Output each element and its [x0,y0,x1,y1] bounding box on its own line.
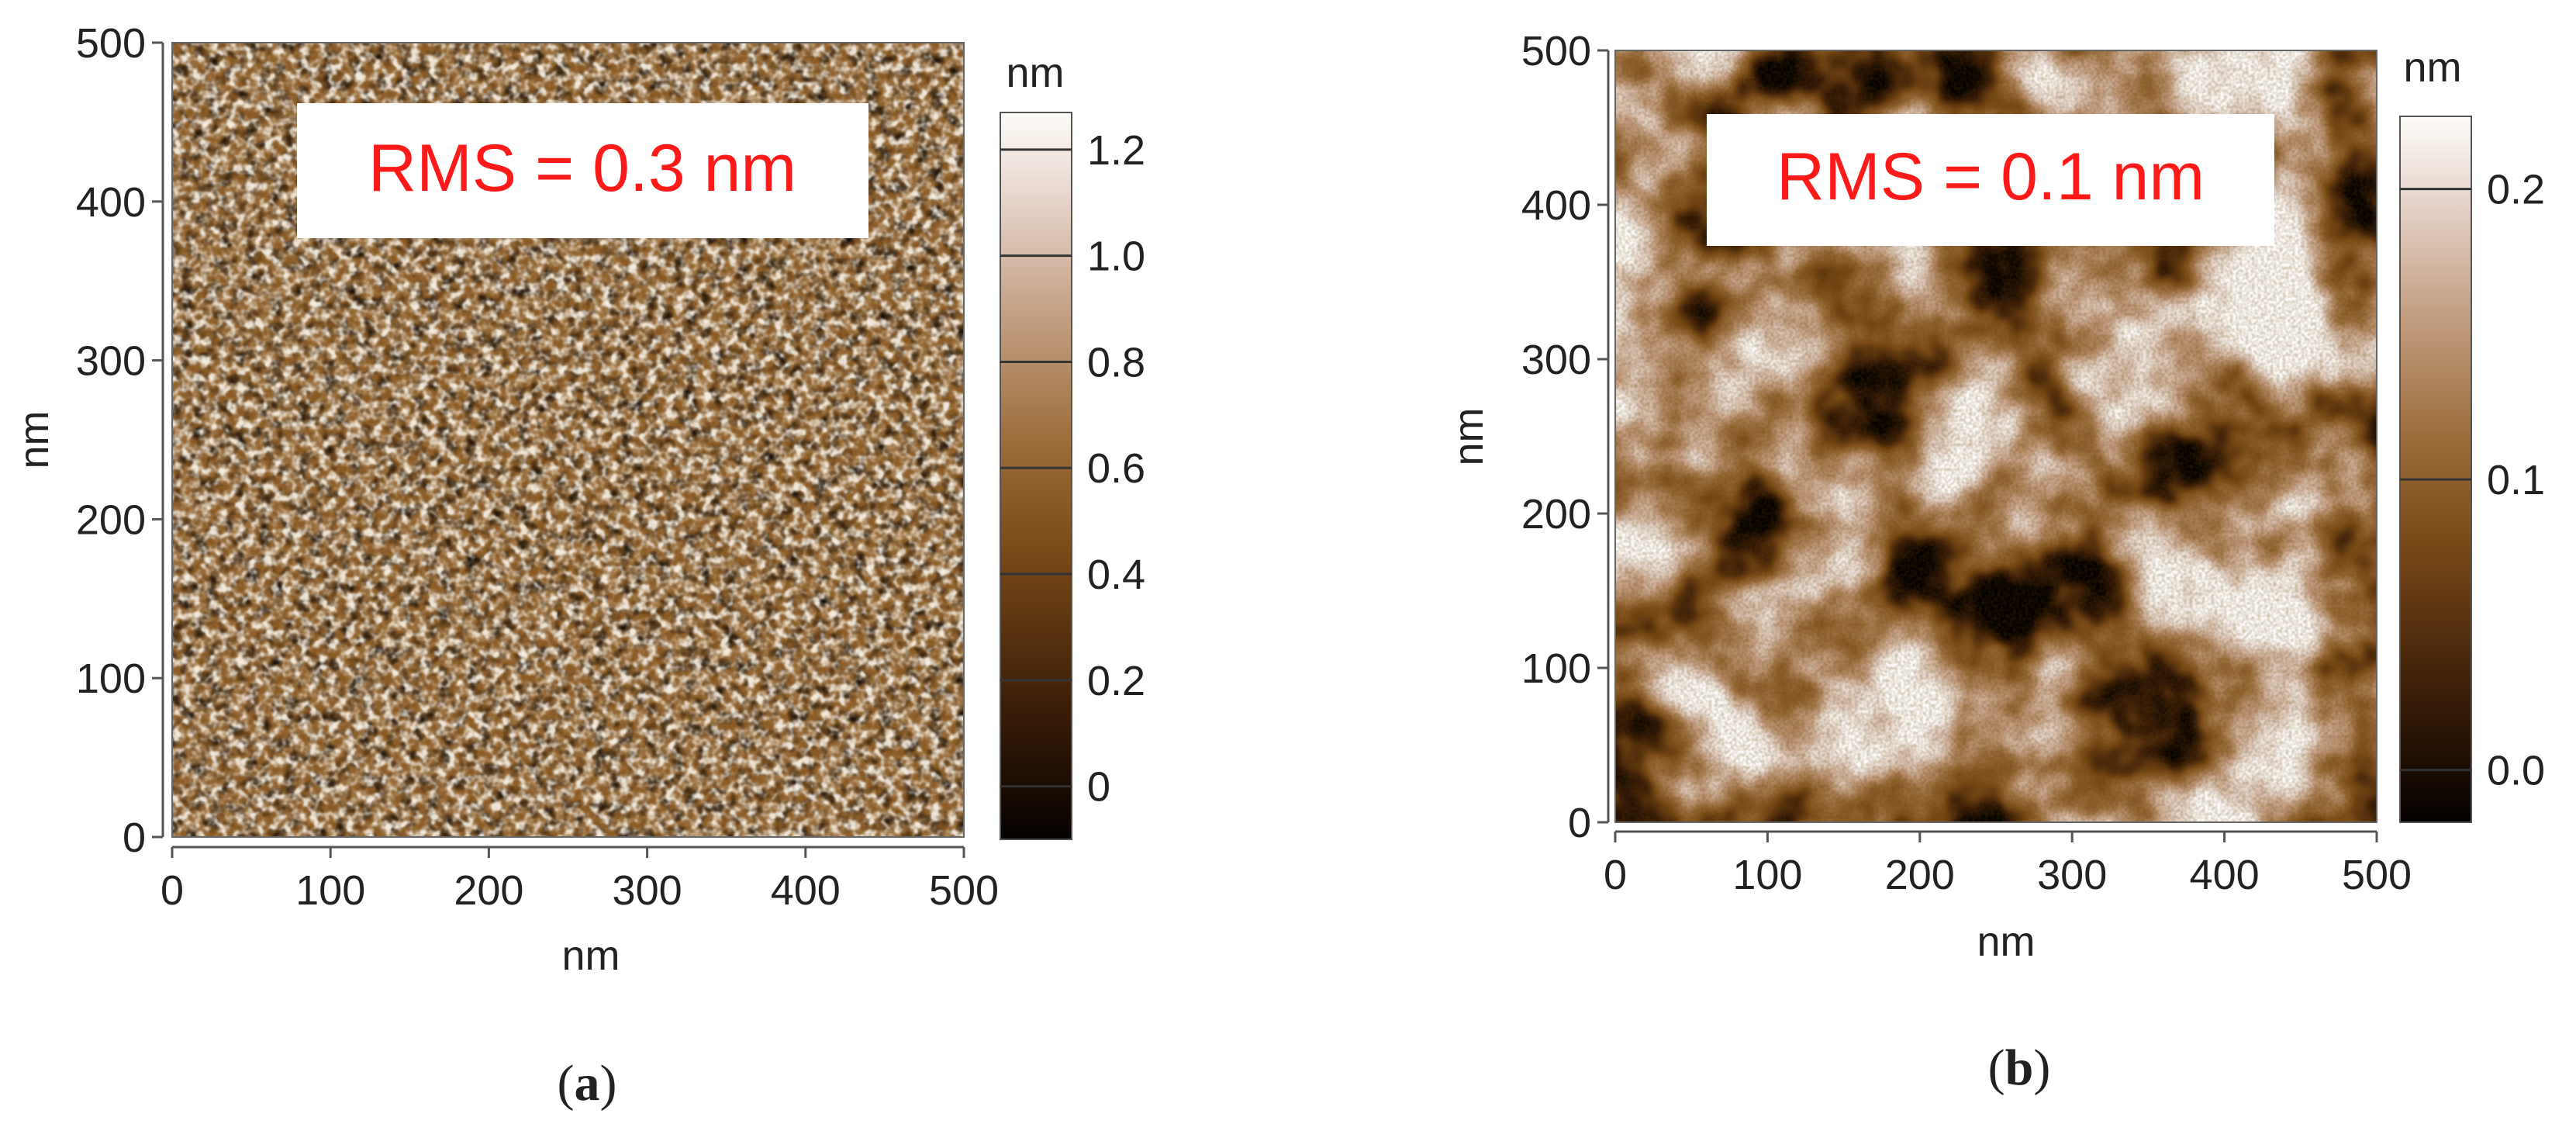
panel-a: 0 100 200 300 400 500 0 100 200 300 400 500 nm nm … [11,20,1145,1112]
x-axis-b: 0 100 200 300 400 500 [1604,830,2412,898]
x-tick-label-a: 400 [771,867,841,914]
y-tick-label-b: 0 [1568,800,1591,846]
x-axis-label-a: nm [561,932,620,979]
colorbar-a: nm 0 0.2 0.4 0.6 0.8 1.0 1.2 [1000,50,1145,840]
y-tick-label-a: 0 [123,815,146,861]
y-tick-label-b: 100 [1521,645,1591,692]
x-axis-a: 0 100 200 300 400 500 [161,846,999,914]
rms-label-a: RMS = 0.3 nm [368,131,796,206]
colorbar-tick-label-a: 0.4 [1087,552,1145,598]
colorbar-unit-a: nm [1006,50,1064,96]
y-axis-label-a: nm [11,410,57,469]
x-tick-label-b: 200 [1885,852,1955,898]
colorbar-tick-label-b: 0.0 [2487,748,2545,794]
x-tick-label-a: 0 [161,867,184,914]
x-tick-label-b: 0 [1604,852,1627,898]
panel-letter-b: b [2005,1039,2034,1096]
y-tick-label-b: 500 [1521,28,1591,74]
colorbar-tick-label-a: 1.2 [1087,127,1145,174]
x-tick-label-a: 100 [295,867,365,914]
colorbar-tick-label-a: 0.6 [1087,445,1145,492]
x-tick-label-b: 300 [2037,852,2107,898]
y-tick-label-b: 400 [1521,182,1591,229]
x-tick-label-a: 200 [454,867,523,914]
y-axis-a: 0 100 200 300 400 500 [76,20,164,861]
rms-annotation-b: RMS = 0.1 nm [1707,114,2274,246]
colorbar-tick-label-a: 1.0 [1087,233,1145,280]
panel-letter-a: a [575,1055,600,1112]
y-tick-label-a: 100 [76,655,146,702]
panel-caption-b: (b) [1988,1039,2051,1096]
y-tick-label-a: 200 [76,496,146,543]
rms-label-b: RMS = 0.1 nm [1777,140,2205,214]
x-tick-label-a: 300 [613,867,682,914]
colorbar-unit-b: nm [2403,44,2461,91]
y-tick-label-a: 500 [76,20,146,67]
x-tick-label-b: 500 [2342,852,2412,898]
colorbar-tick-label-b: 0.2 [2487,167,2545,213]
x-tick-label-b: 400 [2190,852,2260,898]
colorbar-b: nm 0.0 0.1 0.2 [2399,44,2545,823]
panel-b: 0 100 200 300 400 500 0 100 200 300 400 500 nm nm … [1445,28,2545,1096]
x-tick-label-b: 100 [1732,852,1802,898]
y-tick-label-a: 400 [76,179,146,226]
y-tick-label-b: 200 [1521,491,1591,538]
colorbar-tick-label-a: 0.8 [1087,339,1145,386]
y-axis-b: 0 100 200 300 400 500 [1521,28,1610,846]
plot-frame-a [171,42,965,838]
panel-caption-a: (a) [558,1055,617,1112]
x-axis-label-b: nm [1977,918,2035,965]
colorbar-tick-label-b: 0.1 [2487,457,2545,503]
colorbar-gradient-b [2399,116,2472,823]
colorbar-gradient-a [1000,112,1072,840]
x-tick-label-a: 500 [929,867,999,914]
y-tick-label-b: 300 [1521,337,1591,383]
plot-frame-b [1614,50,2377,823]
y-axis-label-b: nm [1445,407,1492,465]
rms-annotation-a: RMS = 0.3 nm [297,103,868,238]
colorbar-tick-label-a: 0.2 [1087,658,1145,704]
y-tick-label-a: 300 [76,338,146,385]
colorbar-tick-label-a: 0 [1087,764,1110,811]
